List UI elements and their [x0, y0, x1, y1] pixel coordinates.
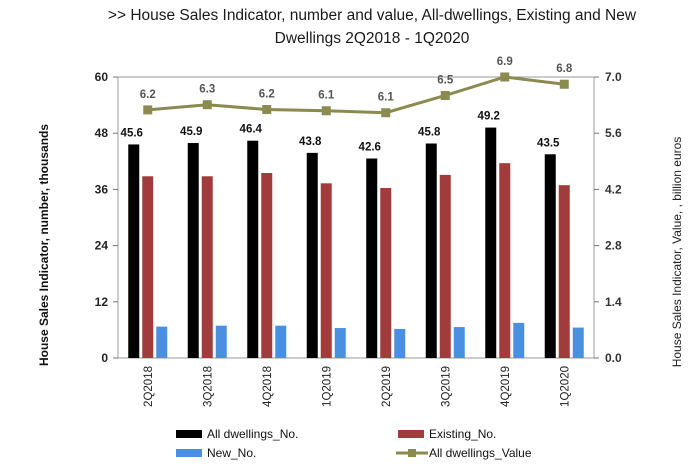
- line-point: [381, 108, 391, 118]
- y2-tick-label: 0.0: [605, 351, 622, 365]
- y-tick-label: 36: [95, 182, 109, 196]
- bar: [201, 176, 213, 358]
- bar: [275, 325, 287, 358]
- bar: [439, 174, 451, 358]
- bar: [453, 327, 465, 358]
- y-tick-label: 24: [95, 239, 109, 253]
- bar-data-label: 45.9: [180, 126, 202, 138]
- legend: All dwellings_No. Existing_No. New_No. All …: [176, 427, 532, 460]
- bar-data-label: 49.2: [478, 111, 500, 123]
- line-data-label: 6.2: [140, 89, 156, 101]
- y-axis-label: House Sales Indicator, number, thousands: [37, 124, 51, 366]
- chart-title-line-2: Dwellings 2Q2018 - 1Q2020: [275, 30, 470, 47]
- chart-title-line-1: >> House Sales Indicator, number and val…: [108, 7, 637, 24]
- bar: [306, 152, 318, 358]
- line-data-label: 6.3: [199, 84, 215, 96]
- line-point: [559, 79, 569, 89]
- bar: [156, 326, 168, 358]
- plot-border: [117, 76, 595, 359]
- bar: [187, 143, 199, 358]
- y-tick-label: 0: [101, 351, 108, 365]
- bar: [425, 143, 437, 358]
- line-point: [321, 106, 331, 116]
- bar: [558, 185, 570, 358]
- legend-swatch: [176, 430, 202, 438]
- bar: [128, 144, 140, 358]
- legend-label: All dwellings_No.: [207, 427, 298, 441]
- bar-data-label: 45.8: [418, 127, 441, 139]
- line-point: [202, 100, 212, 110]
- x-tick-label: 2Q2018: [143, 366, 155, 407]
- line-data-label: 6.1: [318, 90, 335, 102]
- legend-label: All dwellings_Value: [429, 446, 532, 460]
- line-data-label: 6.8: [556, 63, 573, 75]
- x-tick-label: 1Q2019: [321, 366, 333, 407]
- y2-tick-label: 5.6: [605, 126, 622, 140]
- line-data-label: 6.9: [497, 56, 513, 68]
- bar: [513, 322, 525, 358]
- bar: [215, 325, 227, 358]
- line-point: [440, 90, 450, 100]
- line-point: [500, 72, 510, 82]
- legend-label: New_No.: [207, 446, 256, 460]
- bar: [485, 127, 497, 358]
- y-tick-label: 12: [95, 295, 109, 309]
- line-data-label: 6.1: [378, 92, 395, 104]
- bar: [544, 154, 556, 358]
- bar: [261, 173, 273, 358]
- legend-swatch: [176, 449, 202, 457]
- right-axis: 0.0 1.4 2.8 4.2 5.6 7.0: [594, 70, 622, 365]
- x-tick-label: 4Q2019: [500, 366, 512, 407]
- x-tick-label: 3Q2018: [202, 366, 214, 407]
- y-tick-label: 48: [95, 126, 109, 140]
- bar-data-label: 42.6: [359, 141, 381, 153]
- y-tick-label: 60: [95, 70, 109, 84]
- legend-label: Existing_No.: [429, 427, 496, 441]
- line-point: [262, 105, 272, 115]
- bar: [394, 328, 406, 358]
- bar: [380, 187, 392, 358]
- bar-data-label: 45.6: [121, 127, 143, 139]
- x-tick-label: 1Q2020: [559, 366, 571, 407]
- x-tick-label: 4Q2018: [262, 366, 274, 407]
- x-tick-label: 2Q2019: [381, 366, 393, 407]
- y2-tick-label: 1.4: [605, 295, 622, 309]
- legend-swatch: [398, 430, 424, 438]
- bar-data-label: 43.5: [537, 137, 560, 149]
- bar: [320, 183, 332, 358]
- left-axis: 0 12 24 36 48 60: [95, 70, 118, 365]
- y2-tick-label: 7.0: [605, 70, 622, 84]
- y2-tick-label: 4.2: [605, 182, 622, 196]
- line-data-label: 6.5: [437, 74, 454, 86]
- bar: [247, 140, 259, 358]
- bar: [334, 328, 346, 358]
- bar: [499, 163, 511, 358]
- line-data-label: 6.2: [259, 89, 275, 101]
- bar: [366, 158, 378, 358]
- x-axis: 2Q2018 3Q2018 4Q2018 1Q2019 2Q2019 3Q2019 4Q20…: [143, 366, 572, 407]
- y2-axis-label: House Sales Indicator, Value, , billion …: [670, 137, 684, 368]
- series-line: [147, 75, 565, 115]
- x-tick-label: 3Q2019: [440, 366, 452, 407]
- line-point: [143, 105, 153, 115]
- bar: [142, 176, 154, 358]
- bar: [572, 327, 584, 358]
- y2-tick-label: 2.8: [605, 239, 622, 253]
- bar-data-label: 43.8: [299, 136, 322, 148]
- legend-marker: [408, 449, 416, 457]
- bar-data-label: 46.4: [240, 124, 263, 136]
- plot-area: 45.6 45.9 46.4 43.8 42.6 45.8 49.2 43.5 6.2 6.3 6.…: [117, 56, 595, 359]
